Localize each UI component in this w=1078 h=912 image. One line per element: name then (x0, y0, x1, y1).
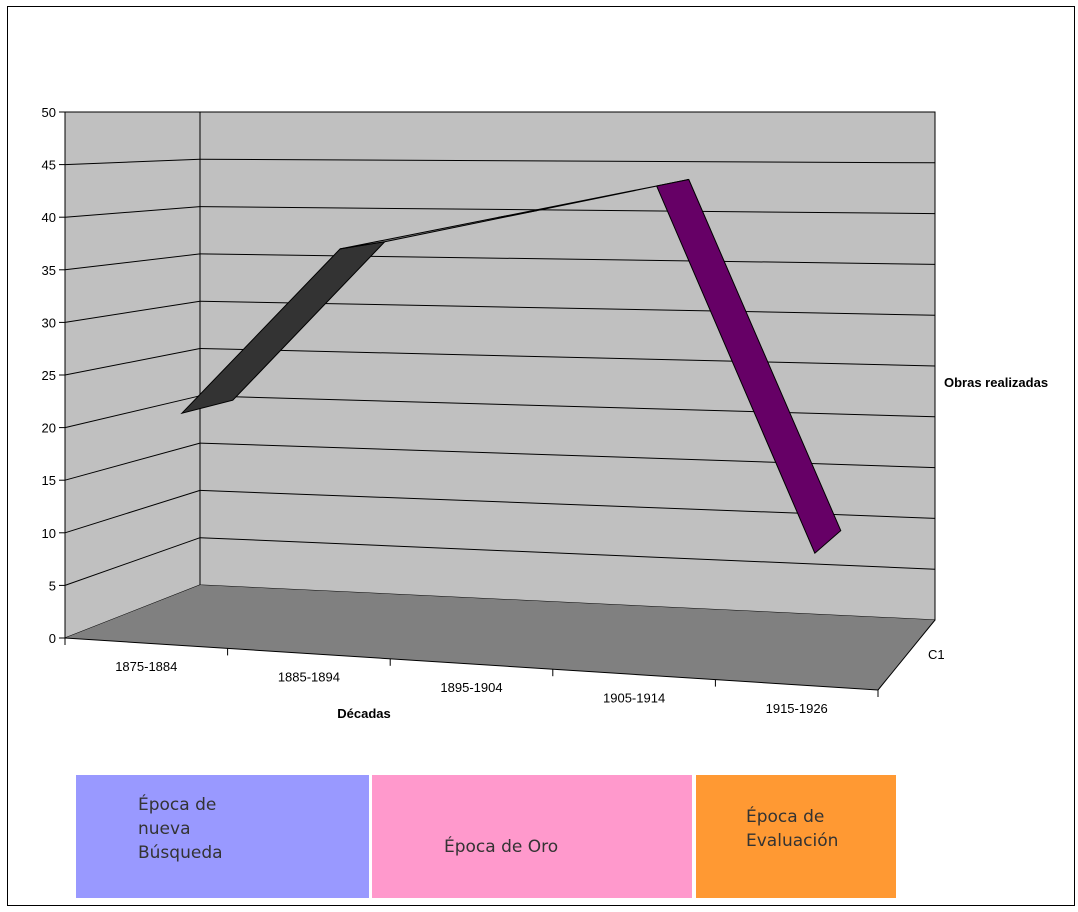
depth-axis-line (877, 619, 936, 691)
gridline-left (64, 537, 201, 586)
x-tick-label: 1895-1904 (440, 680, 502, 695)
x-axis-title: Décadas (337, 706, 390, 721)
gridline-left (64, 395, 201, 429)
gridline-left (64, 206, 201, 218)
gridline-left (64, 489, 201, 534)
ribbon-segment (655, 178, 842, 555)
y-tick-label: 20 (42, 421, 56, 436)
era-label: Época de Evaluación (746, 807, 839, 851)
y-tick-label: 0 (49, 631, 56, 646)
gridline-left (64, 300, 201, 323)
gridline-left (64, 253, 201, 271)
depth-axis-label: C1 (928, 647, 945, 662)
era-box-evaluacion: Época de Evaluación (696, 775, 896, 898)
y-tick-label: 40 (42, 210, 56, 225)
gridline-left (64, 442, 201, 481)
y-tick-label: 10 (42, 526, 56, 541)
gridline-back (199, 348, 936, 367)
x-axis-ticks: 1875-1884 1885-1894 1895-1904 1905-1914 1915… (64, 638, 879, 716)
era-box-oro: Época de Oro (372, 775, 692, 898)
x-tick-label: 1885-1894 (278, 670, 340, 685)
y-axis-ticks: 0 5 10 15 20 25 30 35 40 45 50 (42, 105, 65, 646)
gridline-back (199, 253, 936, 265)
era-label: Época de nueva Búsqueda (138, 795, 223, 863)
era-box-nueva-busqueda: Época de nueva Búsqueda (76, 775, 369, 898)
left-wall (64, 111, 201, 639)
x-axis-line (64, 637, 879, 691)
y-tick-label: 15 (42, 473, 56, 488)
gridline-back (199, 537, 936, 570)
gridline-left (64, 158, 201, 166)
gridline-back (199, 395, 936, 418)
y-tick-label: 50 (42, 105, 56, 120)
x-tick-label: 1915-1926 (766, 701, 828, 716)
y-tick-label: 35 (42, 263, 56, 278)
gridline-back (199, 206, 936, 215)
y-axis-title: Obras realizadas (944, 375, 1048, 390)
gridline-back (199, 158, 936, 164)
era-label: Época de Oro (444, 837, 559, 857)
series-ribbon (180, 178, 842, 555)
x-tick-label: 1905-1914 (603, 690, 665, 705)
floor (65, 585, 935, 690)
y-tick-label: 30 (42, 315, 56, 330)
gridlines (64, 111, 936, 586)
y-tick-label: 25 (42, 368, 56, 383)
y-tick-label: 5 (49, 578, 56, 593)
gridline-left (64, 348, 201, 376)
x-tick-label: 1875-1884 (115, 659, 177, 674)
y-tick-label: 45 (42, 158, 56, 173)
gridline-back (199, 442, 936, 469)
